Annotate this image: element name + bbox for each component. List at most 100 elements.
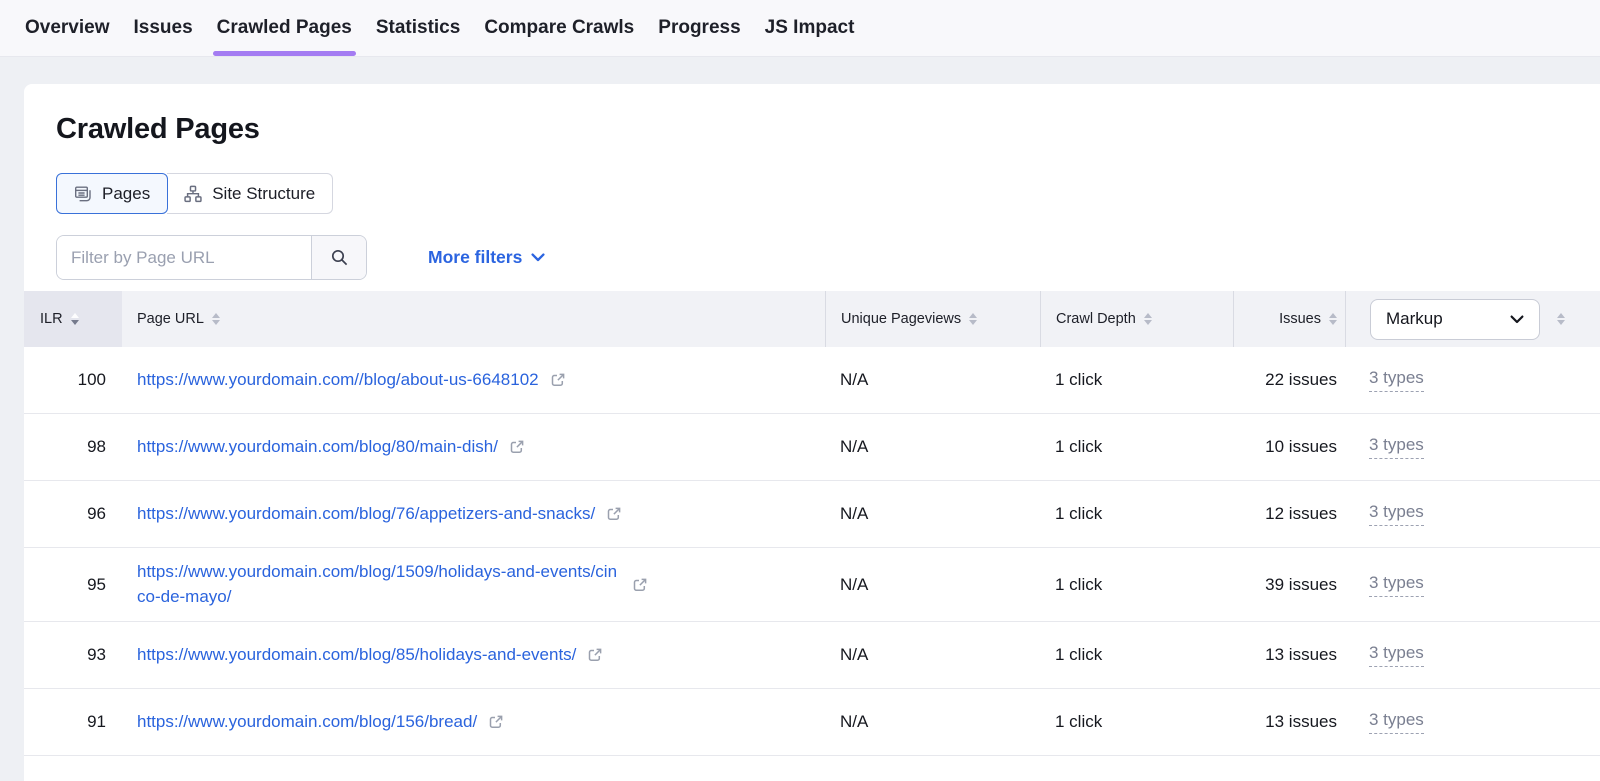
page-url-cell: https://www.yourdomain.com/blog/1509/hol… <box>122 548 825 621</box>
page-url-link[interactable]: https://www.yourdomain.com/blog/156/brea… <box>137 710 477 735</box>
issues-cell: 22 issues <box>1233 358 1345 402</box>
ilr-cell: 100 <box>24 358 122 402</box>
issues-value: 13 issues <box>1265 712 1337 732</box>
nav-tab[interactable]: JS Impact <box>764 0 856 56</box>
crawl-depth-value: 1 click <box>1055 504 1102 524</box>
column-header-ilr[interactable]: ILR <box>24 291 122 347</box>
site-structure-view-button[interactable]: Site Structure <box>167 173 333 214</box>
nav-tab[interactable]: Compare Crawls <box>483 0 635 56</box>
markup-cell: 3 types <box>1345 698 1600 746</box>
external-link-icon[interactable] <box>509 439 525 455</box>
search-button[interactable] <box>311 236 366 279</box>
page-url-link[interactable]: https://www.yourdomain.com//blog/about-u… <box>137 368 539 393</box>
page-url-cell: https://www.yourdomain.com/blog/156/brea… <box>122 698 825 747</box>
ilr-value: 93 <box>87 645 106 665</box>
filter-row: More filters <box>56 235 1600 280</box>
ilr-cell: 95 <box>24 563 122 607</box>
more-filters-button[interactable]: More filters <box>428 247 545 268</box>
sort-icon-unique-pageviews[interactable] <box>969 313 977 325</box>
select-chevron-down-icon <box>1510 315 1524 324</box>
sort-icon-markup[interactable] <box>1557 313 1565 325</box>
page-url-link[interactable]: https://www.yourdomain.com/blog/76/appet… <box>137 502 595 527</box>
active-tab-underline <box>213 51 356 56</box>
markup-types-link[interactable]: 3 types <box>1369 368 1424 392</box>
unique-pageviews-cell: N/A <box>825 358 1040 402</box>
nav-tab[interactable]: Statistics <box>375 0 461 56</box>
column-header-unique-pageviews[interactable]: Unique Pageviews <box>825 291 1040 347</box>
table-body: 100 https://www.yourdomain.com//blog/abo… <box>24 347 1600 756</box>
nav-tab[interactable]: Overview <box>24 0 111 56</box>
unique-pageviews-value: N/A <box>840 504 868 524</box>
crawl-depth-cell: 1 click <box>1040 358 1233 402</box>
issues-value: 39 issues <box>1265 575 1337 595</box>
ilr-value: 98 <box>87 437 106 457</box>
markup-column-select-value: Markup <box>1386 309 1443 329</box>
crawl-depth-cell: 1 click <box>1040 425 1233 469</box>
external-link-icon[interactable] <box>587 647 603 663</box>
ilr-value: 95 <box>87 575 106 595</box>
pages-view-button[interactable]: Pages <box>56 173 168 214</box>
page-url-link[interactable]: https://www.yourdomain.com/blog/1509/hol… <box>137 560 621 609</box>
table-header: ILR Page URL Unique Pageviews Crawl Dept… <box>24 291 1600 347</box>
markup-types-link[interactable]: 3 types <box>1369 435 1424 459</box>
issues-cell: 39 issues <box>1233 563 1345 607</box>
page-url-link[interactable]: https://www.yourdomain.com/blog/85/holid… <box>137 643 576 668</box>
table-row: 95 https://www.yourdomain.com/blog/1509/… <box>24 548 1600 622</box>
external-link-icon[interactable] <box>488 714 504 730</box>
external-link-icon[interactable] <box>606 506 622 522</box>
issues-cell: 10 issues <box>1233 425 1345 469</box>
sort-icon-ilr[interactable] <box>71 313 79 325</box>
sort-icon-issues[interactable] <box>1329 313 1337 325</box>
url-filter-input[interactable] <box>57 236 311 279</box>
nav-tab[interactable]: Issues <box>133 0 194 56</box>
column-header-unique-pageviews-label: Unique Pageviews <box>841 311 961 327</box>
column-header-crawl-depth[interactable]: Crawl Depth <box>1040 291 1233 347</box>
column-header-issues[interactable]: Issues <box>1233 291 1345 347</box>
nav-tab-label: Compare Crawls <box>484 17 634 39</box>
issues-value: 22 issues <box>1265 370 1337 390</box>
markup-types-link[interactable]: 3 types <box>1369 643 1424 667</box>
markup-cell: 3 types <box>1345 423 1600 471</box>
unique-pageviews-value: N/A <box>840 712 868 732</box>
page-url-link[interactable]: https://www.yourdomain.com/blog/80/main-… <box>137 435 498 460</box>
issues-cell: 13 issues <box>1233 700 1345 744</box>
markup-types-link[interactable]: 3 types <box>1369 502 1424 526</box>
issues-value: 13 issues <box>1265 645 1337 665</box>
chevron-down-icon <box>531 253 545 262</box>
sort-icon-page-url[interactable] <box>212 313 220 325</box>
markup-types-link[interactable]: 3 types <box>1369 710 1424 734</box>
crawl-depth-value: 1 click <box>1055 712 1102 732</box>
nav-tab-label: JS Impact <box>765 17 855 39</box>
crawl-depth-value: 1 click <box>1055 575 1102 595</box>
crawl-depth-value: 1 click <box>1055 645 1102 665</box>
table-row: 96 https://www.yourdomain.com/blog/76/ap… <box>24 481 1600 548</box>
external-link-icon[interactable] <box>550 372 566 388</box>
issues-value: 10 issues <box>1265 437 1337 457</box>
external-link-icon[interactable] <box>632 577 648 593</box>
crawled-pages-table: ILR Page URL Unique Pageviews Crawl Dept… <box>24 291 1600 756</box>
ilr-value: 100 <box>78 370 106 390</box>
ilr-cell: 91 <box>24 700 122 744</box>
crawl-depth-cell: 1 click <box>1040 700 1233 744</box>
nav-tab[interactable]: Crawled Pages <box>216 0 353 56</box>
sort-icon-crawl-depth[interactable] <box>1144 313 1152 325</box>
markup-types-link[interactable]: 3 types <box>1369 573 1424 597</box>
issues-value: 12 issues <box>1265 504 1337 524</box>
unique-pageviews-value: N/A <box>840 645 868 665</box>
page-title: Crawled Pages <box>56 113 1600 146</box>
unique-pageviews-value: N/A <box>840 370 868 390</box>
markup-column-select[interactable]: Markup <box>1370 299 1540 340</box>
column-header-page-url[interactable]: Page URL <box>122 291 825 347</box>
nav-tab[interactable]: Progress <box>657 0 741 56</box>
nav-tab-label: Overview <box>25 17 110 39</box>
ilr-cell: 98 <box>24 425 122 469</box>
pages-icon <box>74 185 92 203</box>
unique-pageviews-value: N/A <box>840 575 868 595</box>
issues-cell: 12 issues <box>1233 492 1345 536</box>
page-url-cell: https://www.yourdomain.com/blog/85/holid… <box>122 631 825 680</box>
page-url-cell: https://www.yourdomain.com/blog/76/appet… <box>122 490 825 539</box>
nav-tab-label: Issues <box>134 17 193 39</box>
markup-cell: 3 types <box>1345 561 1600 609</box>
column-header-ilr-label: ILR <box>40 311 63 327</box>
tab-bar: Overview Issues Crawled Pages Statistics… <box>0 0 1600 57</box>
